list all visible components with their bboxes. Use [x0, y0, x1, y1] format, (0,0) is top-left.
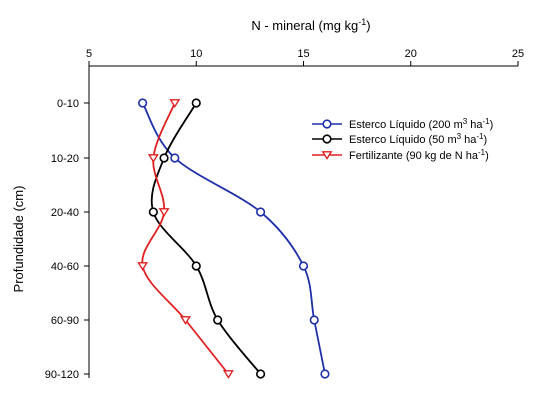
x-tick-label: 10 [190, 48, 202, 60]
data-point [158, 208, 170, 217]
series-3 [137, 99, 234, 379]
legend-label-main: Esterco Líquido (50 m [349, 134, 457, 146]
legend-item: Esterco Líquido (200 m3 ha-1) [312, 117, 493, 131]
series-1 [138, 98, 330, 379]
data-point [137, 262, 149, 271]
series-2 [148, 98, 266, 379]
y-tick-label: 60-90 [51, 315, 79, 327]
y-tick-label: 10-20 [51, 153, 79, 165]
data-point [169, 99, 181, 108]
data-point [148, 207, 158, 217]
series-line [141, 102, 326, 375]
legend-swatch-marker [321, 151, 333, 160]
x-axis-title-close: ) [366, 18, 370, 33]
legend-label-end: ) [484, 134, 488, 146]
legend-label-mid: ha [461, 134, 477, 146]
legend-label-sup: 3 [457, 132, 462, 141]
legend-swatch-marker [322, 134, 332, 144]
legend-label: Esterco Líquido (200 m3 ha-1) [349, 117, 493, 131]
data-point [320, 369, 330, 379]
data-point [256, 369, 266, 379]
legend-label-sup: 3 [463, 117, 468, 126]
legend-label: Fertilizante (90 kg de N ha-1) [349, 148, 489, 162]
x-tick-label: 20 [405, 48, 417, 60]
legend-label-main: Fertilizante (90 kg de N ha [349, 150, 479, 162]
y-tick-label: 90-120 [45, 369, 79, 381]
x-axis-title-sup: -1 [358, 17, 366, 27]
legend: Esterco Líquido (200 m3 ha-1)Esterco Líq… [312, 117, 493, 162]
x-axis-title-main: N - mineral (mg kg [251, 18, 358, 33]
data-point [170, 153, 180, 163]
data-point [298, 261, 309, 271]
series-line [150, 102, 262, 375]
y-tick-label: 20-40 [51, 207, 79, 219]
data-point [256, 207, 266, 217]
legend-swatch-marker [322, 119, 332, 129]
data-point [147, 154, 159, 163]
data-point [159, 153, 169, 163]
y-axis-title: Profundidade (cm) [11, 186, 26, 293]
data-point [213, 315, 223, 325]
y-tick-label: 0-10 [57, 98, 79, 110]
axes: 5 10 15 20 25 0-10 10-20 20-40 40-60 60-90 90-120 [45, 48, 524, 381]
data-point [138, 98, 148, 108]
legend-label-sup: -1 [478, 148, 486, 157]
legend-label-sup: -1 [482, 117, 490, 126]
series-line [141, 102, 230, 375]
legend-label-mid: ha [467, 119, 483, 131]
legend-item: Esterco Líquido (50 m3 ha-1) [312, 132, 487, 146]
x-tick-label: 25 [512, 48, 524, 60]
legend-item: Fertilizante (90 kg de N ha-1) [312, 148, 489, 162]
legend-label-main: Esterco Líquido (200 m [349, 119, 463, 131]
legend-label-sup: -1 [476, 132, 484, 141]
x-tick-label: 5 [86, 48, 92, 60]
legend-label: Esterco Líquido (50 m3 ha-1) [349, 132, 487, 146]
data-point [191, 261, 201, 271]
data-point [309, 315, 319, 325]
series-layer [137, 98, 330, 379]
data-point [180, 316, 191, 325]
legend-label-end: ) [490, 119, 494, 131]
x-tick-label: 15 [297, 48, 309, 60]
data-point [222, 370, 234, 379]
data-point [191, 98, 201, 108]
y-tick-label: 40-60 [51, 261, 79, 273]
x-axis-title: N - mineral (mg kg-1) [251, 17, 370, 33]
legend-label-end: ) [485, 150, 489, 162]
